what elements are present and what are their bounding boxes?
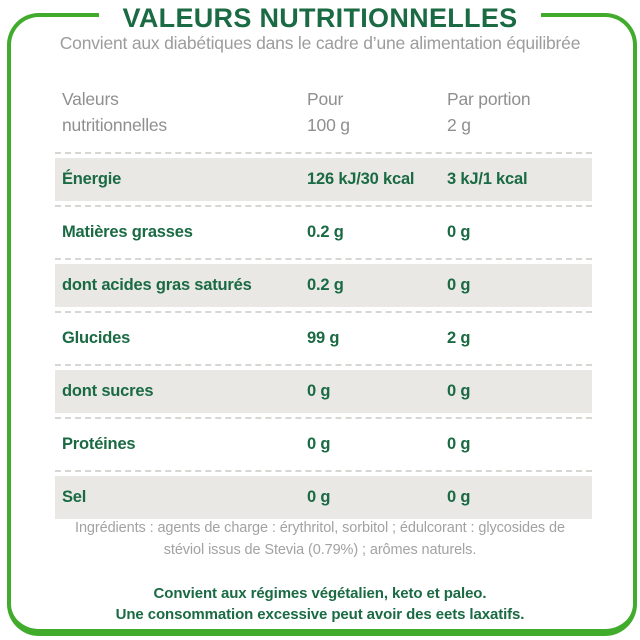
footer-line1: Convient aux régimes végétalien, keto et… xyxy=(153,585,487,602)
column-header-per-portion-line1: Par portion xyxy=(447,89,531,109)
table-row: Énergie 126 kJ/30 kcal 3 kJ/1 kcal xyxy=(55,152,592,205)
row-label: Matières grasses xyxy=(62,223,193,241)
page-title: VALEURS NUTRITIONNELLES xyxy=(98,2,542,35)
ingredients-line1: Ingrédients : agents de charge : érythri… xyxy=(75,520,565,536)
ingredients-text: Ingrédients : agents de charge : érythri… xyxy=(40,517,600,561)
table-row: Protéines 0 g 0 g xyxy=(55,417,592,470)
row-portion-value: 3 kJ/1 kcal xyxy=(447,170,528,188)
table-body: Énergie 126 kJ/30 kcal 3 kJ/1 kcal Matiè… xyxy=(55,152,592,523)
row-portion-value: 0 g xyxy=(447,382,471,400)
footer-line2: Une consommation excessive peut avoir de… xyxy=(115,606,525,623)
column-header-values: Valeurs nutritionnelles xyxy=(55,86,307,138)
column-header-values-line1: Valeurs xyxy=(62,89,119,109)
footer-note: Convient aux régimes végétalien, keto et… xyxy=(20,583,620,625)
column-header-per-portion-line2: 2 g xyxy=(447,115,471,135)
table-row: dont sucres 0 g 0 g xyxy=(55,364,592,417)
column-header-values-line2: nutritionnelles xyxy=(62,115,167,135)
row-portion-value: 0 g xyxy=(447,488,471,506)
row-per100-value: 0.2 g xyxy=(307,223,344,241)
row-portion-value: 0 g xyxy=(447,435,471,453)
row-per100-value: 0.2 g xyxy=(307,276,344,294)
row-label: dont acides gras saturés xyxy=(62,276,252,294)
row-portion-value: 0 g xyxy=(447,223,471,241)
row-label: Énergie xyxy=(62,170,122,188)
diabetic-suitability-subtitle: Convient aux diabétiques dans le cadre d… xyxy=(59,33,581,53)
row-per100-value: 0 g xyxy=(307,488,331,506)
table-row: Matières grasses 0.2 g 0 g xyxy=(55,205,592,258)
row-portion-value: 2 g xyxy=(447,329,471,347)
row-per100-value: 0 g xyxy=(307,435,331,453)
row-portion-value: 0 g xyxy=(447,276,471,294)
row-per100-value: 126 kJ/30 kcal xyxy=(307,170,415,188)
table-header: Valeurs nutritionnelles Pour 100 g Par p… xyxy=(55,86,592,152)
table-row: dont acides gras saturés 0.2 g 0 g xyxy=(55,258,592,311)
row-label: Protéines xyxy=(62,435,136,453)
row-label: dont sucres xyxy=(62,382,154,400)
table-row: Sel 0 g 0 g xyxy=(55,470,592,523)
row-per100-value: 99 g xyxy=(307,329,340,347)
title-row: VALEURS NUTRITIONNELLES xyxy=(0,2,640,35)
column-header-per100g-line1: Pour xyxy=(307,89,344,109)
row-label: Glucides xyxy=(62,329,131,347)
ingredients-line2: stéviol issus de Stevia (0.79%) ; arômes… xyxy=(163,542,477,558)
row-label: Sel xyxy=(62,488,87,506)
column-header-per100g: Pour 100 g xyxy=(307,86,447,138)
row-per100-value: 0 g xyxy=(307,382,331,400)
column-header-per-portion: Par portion 2 g xyxy=(447,86,592,138)
table-row: Glucides 99 g 2 g xyxy=(55,311,592,364)
column-header-per100g-line2: 100 g xyxy=(307,115,350,135)
nutrition-table: Valeurs nutritionnelles Pour 100 g Par p… xyxy=(55,86,592,523)
